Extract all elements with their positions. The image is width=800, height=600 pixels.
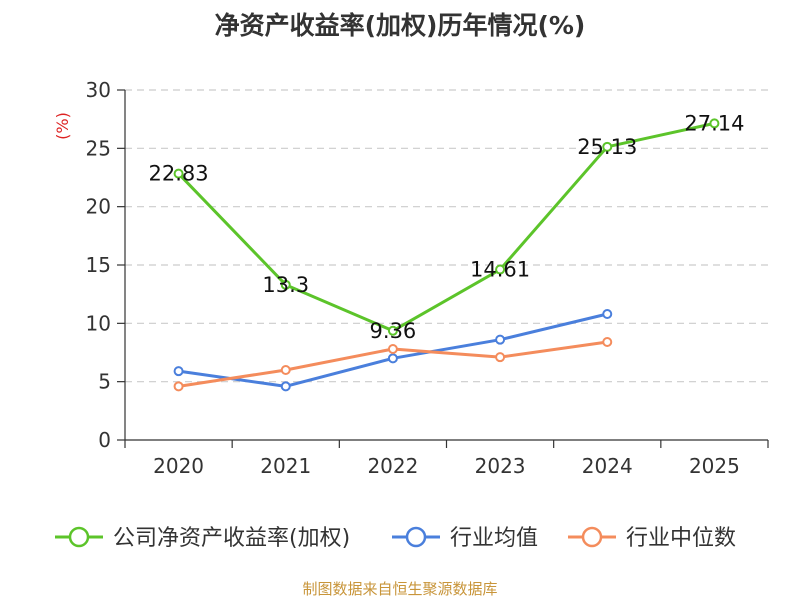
- series-lines: [177, 121, 715, 388]
- y-tick-label: 5: [98, 370, 111, 394]
- legend-label: 行业中位数: [626, 526, 736, 551]
- data-label: 14.61: [470, 258, 530, 282]
- data-point: [495, 264, 506, 275]
- data-point: [173, 366, 184, 377]
- y-tick-label: 15: [86, 253, 111, 277]
- data-point: [387, 325, 398, 336]
- x-tick-label: 2022: [367, 454, 418, 478]
- data-label: 9.36: [370, 319, 417, 343]
- data-label: 22.83: [149, 162, 209, 186]
- y-tick-label: 20: [86, 195, 111, 219]
- y-tick-label: 25: [86, 136, 111, 160]
- data-point: [602, 309, 613, 319]
- series-points: [173, 118, 720, 392]
- data-labels: 22.83 13.3 9.36 14.61 25.13 27.14: [149, 111, 745, 342]
- data-point: [387, 344, 398, 354]
- source-note: 制图数据来自恒生聚源数据库: [302, 580, 498, 598]
- legend-marker-icon: [68, 526, 90, 548]
- data-point: [280, 381, 291, 392]
- y-axis-ticks: 0 5 10 15 20 25 30: [86, 78, 125, 452]
- data-label: 25.13: [577, 135, 637, 159]
- legend: 公司净资产收益率(加权) 行业均值 行业中位数: [55, 526, 736, 551]
- axes: (%): [53, 90, 768, 441]
- x-tick-label: 2020: [153, 454, 204, 478]
- chart-title: 净资产收益率(加权)历年情况(%): [214, 11, 586, 40]
- data-point: [280, 279, 291, 290]
- y-tick-label: 10: [86, 311, 111, 335]
- data-point: [602, 141, 613, 152]
- data-point: [495, 352, 506, 363]
- data-label: 27.14: [684, 111, 744, 135]
- legend-label: 公司净资产收益率(加权): [113, 526, 350, 551]
- data-point: [387, 353, 398, 364]
- y-tick-label: 0: [98, 428, 111, 452]
- data-point: [709, 118, 720, 129]
- x-axis-ticks: 2020 2021 2022 2023 2024 2025: [124, 440, 769, 478]
- x-tick-label: 2021: [260, 454, 311, 478]
- y-tick-label: 30: [86, 78, 111, 102]
- legend-marker-icon: [405, 526, 427, 548]
- legend-marker-icon: [581, 526, 603, 548]
- data-point: [602, 337, 613, 347]
- series-line: [177, 121, 715, 333]
- data-point: [280, 365, 291, 375]
- data-point: [173, 168, 184, 179]
- x-tick-label: 2023: [475, 454, 526, 478]
- data-label: 13.3: [262, 273, 309, 297]
- legend-label: 行业均值: [450, 526, 538, 551]
- y-axis-label: (%): [53, 112, 72, 140]
- x-tick-label: 2024: [582, 454, 633, 478]
- x-tick-label: 2025: [689, 454, 740, 478]
- data-point: [173, 381, 184, 392]
- data-point: [495, 334, 506, 345]
